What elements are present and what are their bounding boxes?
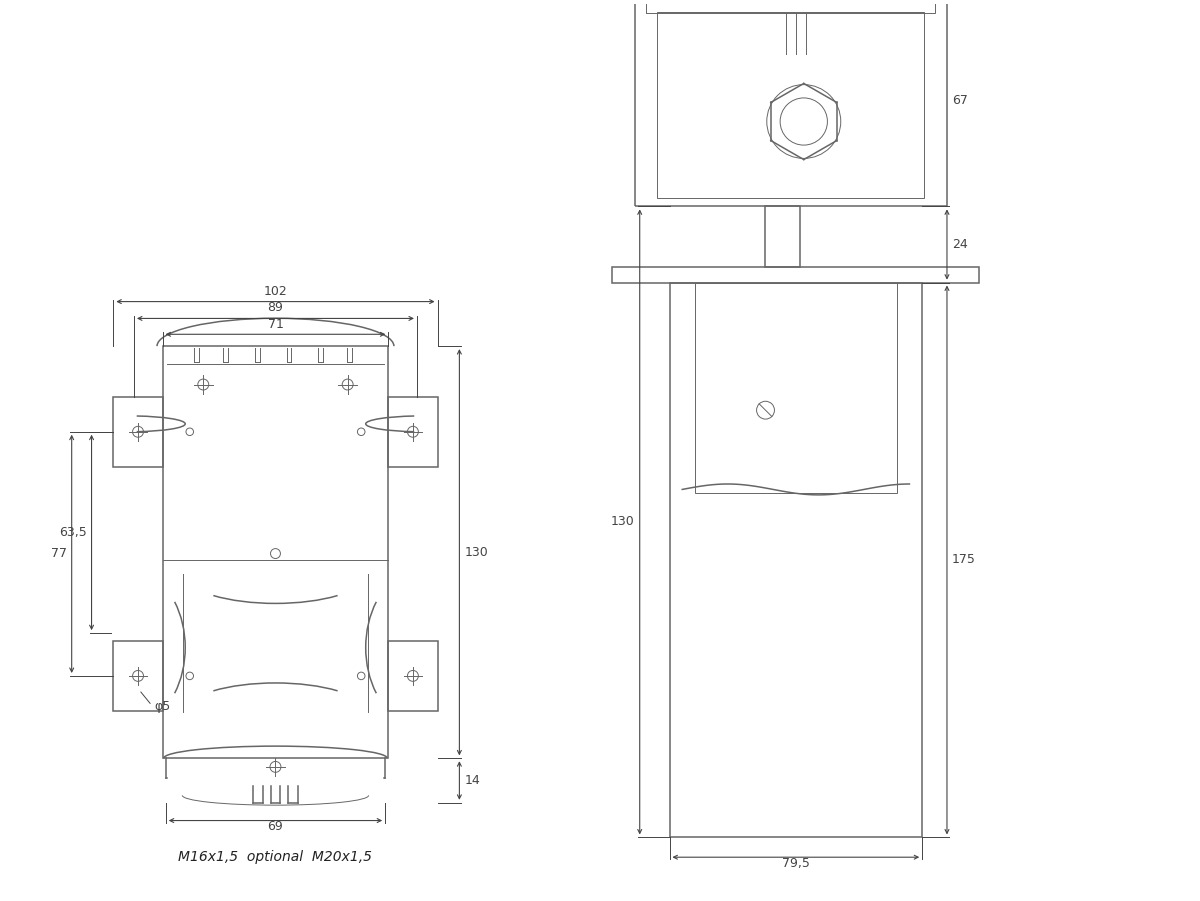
Text: 14: 14 [464,774,480,787]
Bar [389,641,438,711]
Bar [163,346,389,759]
Bar [670,283,922,837]
Bar [658,12,924,197]
Text: 130: 130 [464,546,488,559]
Bar [114,641,163,711]
Text: 67: 67 [952,94,968,107]
Text: 79,5: 79,5 [782,857,810,870]
Text: 69: 69 [268,821,283,833]
Bar [647,0,936,14]
Text: 102: 102 [264,285,287,297]
Text: 175: 175 [952,553,976,567]
Bar [635,0,947,206]
Text: 71: 71 [268,318,283,332]
Text: 24: 24 [952,238,967,251]
Text: M16x1,5  optional  M20x1,5: M16x1,5 optional M20x1,5 [179,851,372,864]
Text: 77: 77 [50,547,67,560]
Text: φ5: φ5 [154,700,170,713]
Text: 89: 89 [268,302,283,314]
Bar [389,397,438,467]
Bar [764,206,800,267]
Bar [114,397,163,467]
Text: 130: 130 [611,515,635,528]
Bar [612,267,979,283]
Bar [695,283,896,494]
Text: 63,5: 63,5 [59,526,86,539]
